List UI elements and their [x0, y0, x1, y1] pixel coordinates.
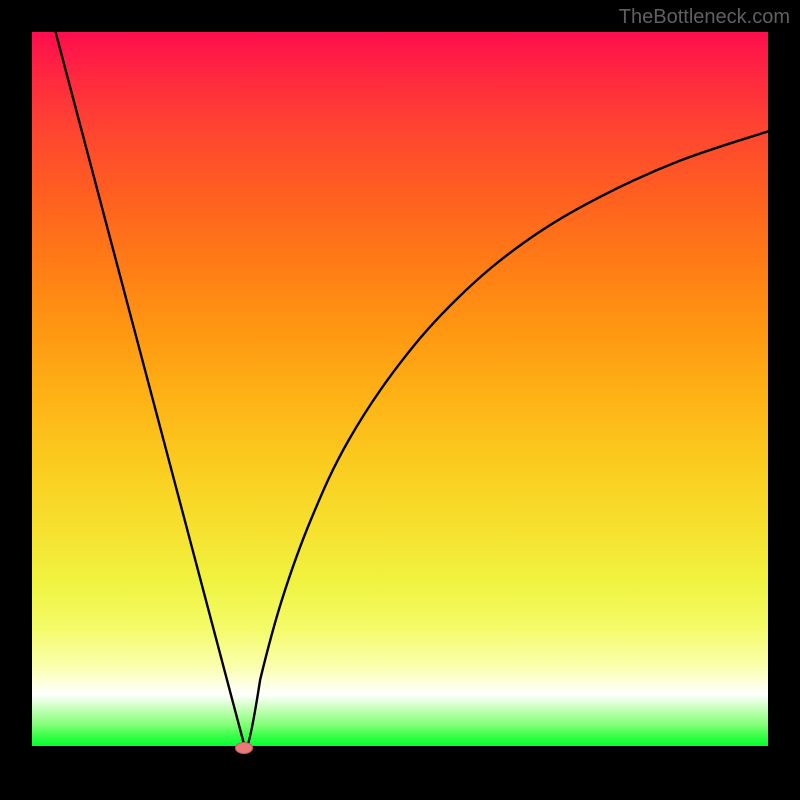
curve-path: [56, 32, 768, 750]
bottleneck-curve: [32, 32, 768, 768]
vertex-marker: [235, 742, 253, 754]
plot-area: [32, 32, 768, 768]
watermark-text: TheBottleneck.com: [619, 6, 790, 29]
